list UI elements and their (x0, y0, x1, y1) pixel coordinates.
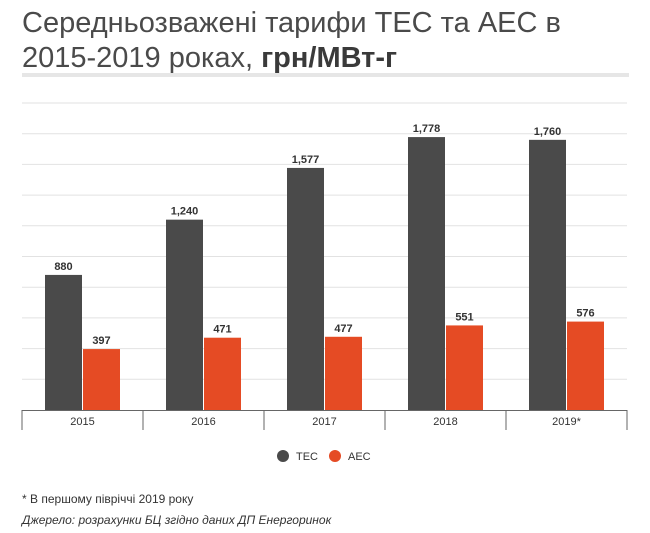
chart-title-unit: грн/МВт-г (261, 42, 398, 74)
legend-label: АЕС (348, 451, 371, 463)
x-axis: 2015 2016 2017 2018 2019* (21, 410, 628, 430)
footnote: * В першому півріччі 2019 року (22, 492, 194, 506)
data-label: 397 (92, 335, 110, 347)
bar-aes (325, 336, 362, 410)
bar-aes (83, 349, 120, 410)
bar-tes (529, 139, 566, 410)
data-label: 880 (54, 261, 72, 273)
x-tick-label: 2019* (552, 416, 581, 428)
x-tick-label: 2016 (191, 416, 215, 428)
legend-swatch-tes (277, 450, 289, 462)
chart-title: Середньозважені тарифи ТЕС та АЕС в 2015… (22, 6, 632, 76)
legend-swatch-aes (329, 450, 341, 462)
x-tick-label: 2015 (70, 416, 94, 428)
bar-tes (45, 274, 82, 410)
legend-label: ТЕС (296, 451, 318, 463)
source-note: Джерело: розрахунки БЦ згідно даних ДП Е… (22, 513, 332, 527)
bar-aes (204, 337, 241, 410)
bar-aes (446, 325, 483, 410)
grid-lines (22, 102, 627, 380)
data-label: 1,240 (171, 206, 199, 218)
data-label: 477 (334, 323, 352, 335)
bar-tes (287, 167, 324, 410)
chart-title-main: Середньозважені тарифи ТЕС та АЕС в 2015… (22, 7, 561, 74)
data-label: 576 (576, 308, 594, 320)
data-label: 551 (455, 311, 473, 323)
data-label: 1,760 (534, 126, 562, 138)
data-label: 1,577 (292, 154, 320, 166)
legend: ТЕС АЕС (277, 450, 371, 463)
bar-chart: 880 397 1,240 471 1,577 477 1,778 551 1,760 576 2… (21, 102, 628, 463)
data-label: 471 (213, 324, 231, 336)
x-tick-label: 2017 (312, 416, 336, 428)
bar-aes (567, 321, 604, 410)
bar-tes (408, 137, 445, 410)
title-divider (22, 73, 629, 77)
data-label: 1,778 (413, 123, 441, 135)
bar-tes (166, 219, 203, 410)
bars: 880 397 1,240 471 1,577 477 1,778 551 1,760 576 (45, 123, 604, 410)
x-tick-label: 2018 (433, 416, 457, 428)
